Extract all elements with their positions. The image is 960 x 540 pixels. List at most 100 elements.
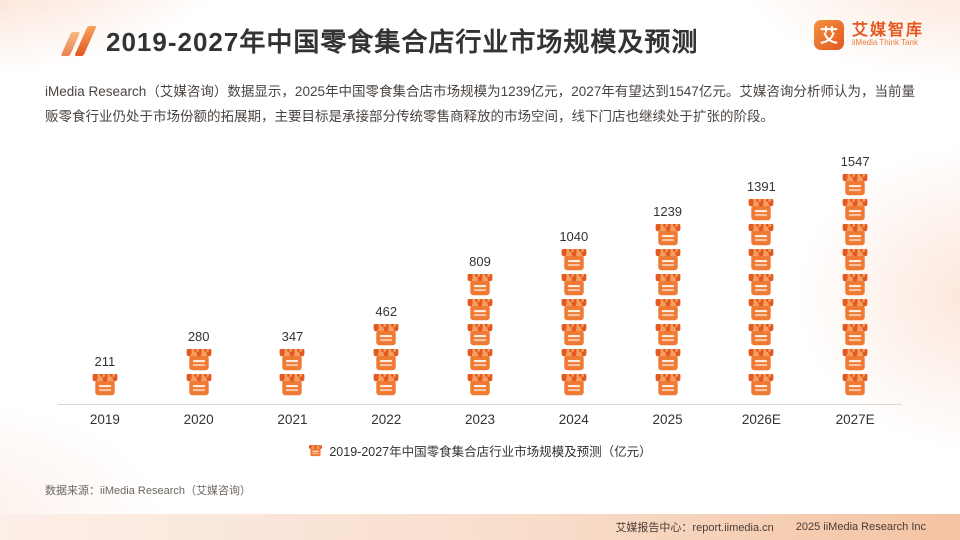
store-icon xyxy=(561,249,587,271)
iimedia-logo-icon: 艾 xyxy=(813,20,844,50)
value-label: 809 xyxy=(469,254,491,269)
store-icon xyxy=(561,299,587,321)
pictogram-bar-chart: 211 280 347 462 809 1040 1239 1391 1547 2019 2020… xyxy=(0,141,960,427)
store-icon-stack xyxy=(653,224,683,397)
value-label: 462 xyxy=(375,304,398,319)
store-icon-stack xyxy=(840,174,870,397)
footer-bar: 艾媒报告中心：report.iimedia.cn 2025 iiMedia Re… xyxy=(0,514,960,540)
x-axis-label: 2027E xyxy=(835,412,875,427)
x-axis-label: 2020 xyxy=(183,412,214,427)
x-axis-label: 2026E xyxy=(741,412,781,427)
summary-paragraph: iMedia Research（艾媒咨询）数据显示，2025年中国零食集合店市场… xyxy=(45,84,915,124)
store-icon xyxy=(748,324,774,346)
store-icon xyxy=(842,374,868,396)
legend-store-icon xyxy=(308,444,323,457)
store-icon-stack xyxy=(90,374,120,397)
chart-column-2020: 280 xyxy=(152,329,246,397)
store-icon xyxy=(655,274,680,296)
chart-column-2024: 1040 xyxy=(527,229,621,397)
store-icon xyxy=(561,349,587,371)
x-axis-label: 2019 xyxy=(89,412,120,427)
store-icon xyxy=(280,349,305,371)
store-icon xyxy=(467,324,493,346)
x-axis-label: 2024 xyxy=(558,412,589,427)
footer-copyright: 2025 iiMedia Research Inc xyxy=(795,521,926,533)
store-icon xyxy=(748,274,774,296)
store-icon xyxy=(842,299,868,321)
store-icon xyxy=(186,349,212,371)
store-icon xyxy=(561,324,587,346)
chart-legend: 2019-2027年中国零食集合店行业市场规模及预测（亿元） xyxy=(0,441,960,460)
logo-text: 艾媒智库 iiMedia Think Tank xyxy=(852,22,924,48)
store-icon-stack xyxy=(746,199,776,397)
x-axis-label: 2025 xyxy=(652,412,683,427)
store-icon xyxy=(655,349,680,371)
chart-plot-area: 211 280 347 462 809 1040 1239 1391 1547 xyxy=(58,141,902,397)
chart-column-2022: 462 xyxy=(339,304,433,397)
store-icon xyxy=(748,374,774,396)
store-icon xyxy=(467,374,493,396)
store-icon xyxy=(373,374,399,396)
chart-column-2021: 347 xyxy=(246,329,340,397)
page-title: 2019-2027年中国零食集合店行业市场规模及预测 xyxy=(106,27,699,57)
value-label: 1239 xyxy=(653,204,683,219)
x-axis-label: 2023 xyxy=(464,412,496,427)
store-icon xyxy=(467,349,493,371)
store-icon xyxy=(842,249,868,271)
chart-column-2026E: 1391 xyxy=(714,179,808,397)
title-slash-icon xyxy=(60,25,97,56)
data-source: 数据来源：iiMedia Research（艾媒咨询） xyxy=(45,485,251,497)
logo-brand-name: 艾媒智库 xyxy=(851,21,924,39)
value-label: 1040 xyxy=(559,229,589,244)
store-icon xyxy=(748,199,774,221)
store-icon xyxy=(655,299,680,321)
value-label: 1547 xyxy=(840,154,870,169)
value-label: 211 xyxy=(94,354,116,369)
chart-column-2027E: 1547 xyxy=(808,154,902,397)
store-icon xyxy=(561,374,587,396)
x-axis-labels: 2019 2020 2021 2022 2023 2024 2025 2026E 2027E xyxy=(58,412,902,427)
store-icon-stack xyxy=(559,249,589,397)
value-label: 280 xyxy=(187,329,210,344)
value-label: 347 xyxy=(281,329,304,344)
store-icon xyxy=(373,324,399,346)
store-icon xyxy=(655,249,680,271)
store-icon xyxy=(309,444,323,456)
logo-brand-subtitle: iiMedia Think Tank xyxy=(851,38,918,48)
store-icon xyxy=(748,249,774,271)
store-icon-stack xyxy=(465,274,495,397)
chart-column-2025: 1239 xyxy=(621,204,715,397)
store-icon-stack xyxy=(371,324,401,397)
store-icon xyxy=(842,174,868,196)
brand-logo: 艾 艾媒智库 iiMedia Think Tank xyxy=(813,20,924,50)
store-icon xyxy=(655,374,680,396)
store-icon xyxy=(373,349,399,371)
footer-report-center: 艾媒报告中心：report.iimedia.cn xyxy=(615,522,774,534)
title-block: 2019-2027年中国零食集合店行业市场规模及预测 xyxy=(60,22,699,59)
chart-column-2023: 809 xyxy=(433,254,527,397)
store-icon xyxy=(748,349,774,371)
x-axis-label: 2022 xyxy=(371,412,402,427)
store-icon xyxy=(748,299,774,321)
value-label: 1391 xyxy=(746,179,776,194)
store-icon xyxy=(842,349,868,371)
store-icon xyxy=(655,224,680,246)
store-icon xyxy=(842,224,868,246)
x-axis-line xyxy=(58,404,902,405)
store-icon xyxy=(186,374,212,396)
x-axis-label: 2021 xyxy=(277,412,308,427)
store-icon xyxy=(280,374,305,396)
store-icon xyxy=(467,274,493,296)
store-icon-stack xyxy=(184,349,214,397)
store-icon-stack xyxy=(277,349,307,397)
store-icon xyxy=(842,324,868,346)
store-icon xyxy=(655,324,680,346)
header: 2019-2027年中国零食集合店行业市场规模及预测 艾 艾媒智库 iiMedi… xyxy=(0,0,960,59)
store-icon xyxy=(467,299,493,321)
store-icon xyxy=(842,274,868,296)
store-icon xyxy=(92,374,118,396)
legend-label: 2019-2027年中国零食集合店行业市场规模及预测（亿元） xyxy=(329,445,652,459)
store-icon xyxy=(842,199,868,221)
store-icon xyxy=(561,274,587,296)
